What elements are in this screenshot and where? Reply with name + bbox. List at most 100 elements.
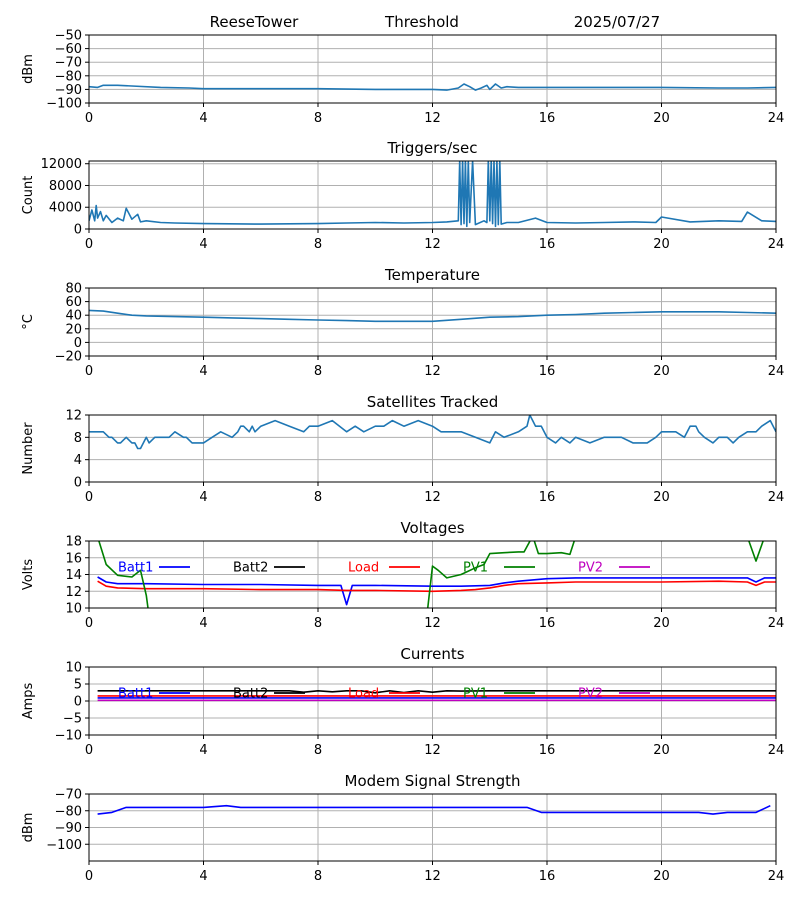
y-tick-label-4: 60 [65, 295, 82, 310]
y-axis-label: Volts [21, 559, 36, 591]
x-tick-label-3: 12 [424, 490, 441, 505]
header-date: 2025/07/27 [574, 13, 660, 31]
x-tick-label-2: 8 [314, 743, 322, 758]
chart-panel-0: 0 4 8 12 16 20 24 −100−90−80−70−60−50 dBm [21, 29, 784, 127]
y-tick-label-1: −90 [55, 821, 82, 836]
header-mode: Threshold [384, 13, 459, 31]
y-tick-label-5: 80 [65, 282, 82, 297]
x-tick-label-3: 12 [424, 111, 441, 126]
series-line-1-0 [89, 161, 776, 228]
x-tick-label-0: 0 [85, 237, 93, 252]
x-tick-label-3: 12 [424, 237, 441, 252]
x-tick-label-1: 4 [199, 869, 207, 884]
x-tick-label-6: 24 [768, 869, 785, 884]
series-line-pv1-3 [98, 541, 764, 608]
y-tick-label-0: −100 [46, 838, 82, 853]
x-tick-label-5: 20 [653, 490, 670, 505]
y-tick-label-4: 10 [65, 661, 82, 676]
y-tick-label-3: 40 [65, 309, 82, 324]
y-tick-label-3: −70 [55, 56, 82, 71]
x-tick-label-4: 16 [539, 111, 556, 126]
x-tick-label-0: 0 [85, 869, 93, 884]
legend-label-pv1: PV1 [463, 687, 488, 702]
y-tick-label-1: −5 [63, 712, 82, 727]
x-tick-label-5: 20 [653, 869, 670, 884]
y-tick-label-1: 4000 [49, 201, 82, 216]
x-tick-label-6: 24 [768, 111, 785, 126]
x-tick-label-5: 20 [653, 111, 670, 126]
series-line-6-0 [97, 804, 771, 815]
x-tick-label-6: 24 [768, 743, 785, 758]
y-tick-label-1: −90 [55, 83, 82, 98]
x-tick-label-2: 8 [314, 490, 322, 505]
x-tick-label-3: 12 [424, 616, 441, 631]
x-tick-label-5: 20 [653, 364, 670, 379]
chart-title: Modem Signal Strength [345, 772, 521, 790]
y-tick-label-4: 18 [65, 535, 82, 550]
x-tick-label-2: 8 [314, 364, 322, 379]
x-tick-label-0: 0 [85, 616, 93, 631]
x-tick-label-3: 12 [424, 743, 441, 758]
legend-label-load: Load [348, 561, 379, 576]
x-tick-label-4: 16 [539, 490, 556, 505]
x-tick-label-3: 12 [424, 364, 441, 379]
y-tick-label-5: −50 [55, 29, 82, 44]
series-line-batt2-1 [97, 689, 776, 694]
y-tick-label-2: 20 [65, 322, 82, 337]
y-tick-label-0: −20 [55, 350, 82, 365]
x-tick-label-0: 0 [85, 364, 93, 379]
chart-title: Currents [400, 645, 464, 663]
x-tick-label-1: 4 [199, 364, 207, 379]
y-tick-label-0: −10 [55, 729, 82, 744]
y-tick-label-3: 12 [65, 409, 82, 424]
chart-title: Satellites Tracked [367, 393, 498, 411]
x-tick-label-2: 8 [314, 616, 322, 631]
y-tick-label-1: 12 [65, 585, 82, 600]
legend-label-pv1: PV1 [463, 561, 488, 576]
x-tick-label-0: 0 [85, 490, 93, 505]
y-tick-label-0: 0 [74, 476, 82, 491]
chart-panel-5: 0 4 8 12 16 20 24 −10 −5 0 5 10 Currents Amps Batt1 Bat… [21, 645, 784, 758]
legend-label-batt2: Batt2 [233, 687, 268, 702]
y-tick-label-2: −80 [55, 69, 82, 84]
y-tick-label-2: −80 [55, 804, 82, 819]
x-tick-label-5: 20 [653, 743, 670, 758]
x-tick-label-4: 16 [539, 743, 556, 758]
x-tick-label-5: 20 [653, 237, 670, 252]
y-tick-label-2: 8 [74, 431, 82, 446]
y-axis-label: Number [21, 422, 36, 475]
x-tick-label-4: 16 [539, 364, 556, 379]
legend-label-pv2: PV2 [578, 561, 603, 576]
x-tick-label-6: 24 [768, 237, 785, 252]
series-line-0-0 [89, 83, 776, 91]
series-line-3-0 [89, 415, 776, 450]
y-axis-label: dBm [21, 54, 36, 84]
x-tick-label-1: 4 [199, 743, 207, 758]
y-tick-label-2: 0 [74, 695, 82, 710]
y-tick-label-4: −60 [55, 42, 82, 57]
series-line-2-0 [89, 309, 776, 323]
x-tick-label-4: 16 [539, 869, 556, 884]
chart-title: Temperature [384, 266, 480, 284]
x-tick-label-6: 24 [768, 616, 785, 631]
legend-label-pv2: PV2 [578, 687, 603, 702]
y-axis-label: Amps [21, 682, 36, 719]
x-tick-label-0: 0 [85, 743, 93, 758]
y-tick-label-3: 16 [65, 551, 82, 566]
y-tick-label-0: 10 [65, 602, 82, 617]
y-tick-label-3: 5 [74, 678, 82, 693]
y-axis-label: °C [21, 314, 36, 330]
y-tick-label-2: 8000 [49, 179, 82, 194]
chart-panel-6: 0 4 8 12 16 20 24 −100 −90 −80−70 Modem Signal Str… [21, 772, 784, 884]
y-tick-label-1: 4 [74, 453, 82, 468]
x-tick-label-6: 24 [768, 364, 785, 379]
y-tick-label-1: 0 [74, 336, 82, 351]
chart-panel-3: 0 4 8 12 16 20 24 0 4 8 12 Satellites Tracked Number [21, 393, 784, 505]
y-axis-label: Count [21, 176, 36, 215]
y-axis-label: dBm [21, 813, 36, 843]
chart-panel-1: 0 4 8 12 16 20 24 0 4000 8000 12000 Triggers/sec Cou… [21, 139, 784, 252]
x-tick-label-1: 4 [199, 111, 207, 126]
